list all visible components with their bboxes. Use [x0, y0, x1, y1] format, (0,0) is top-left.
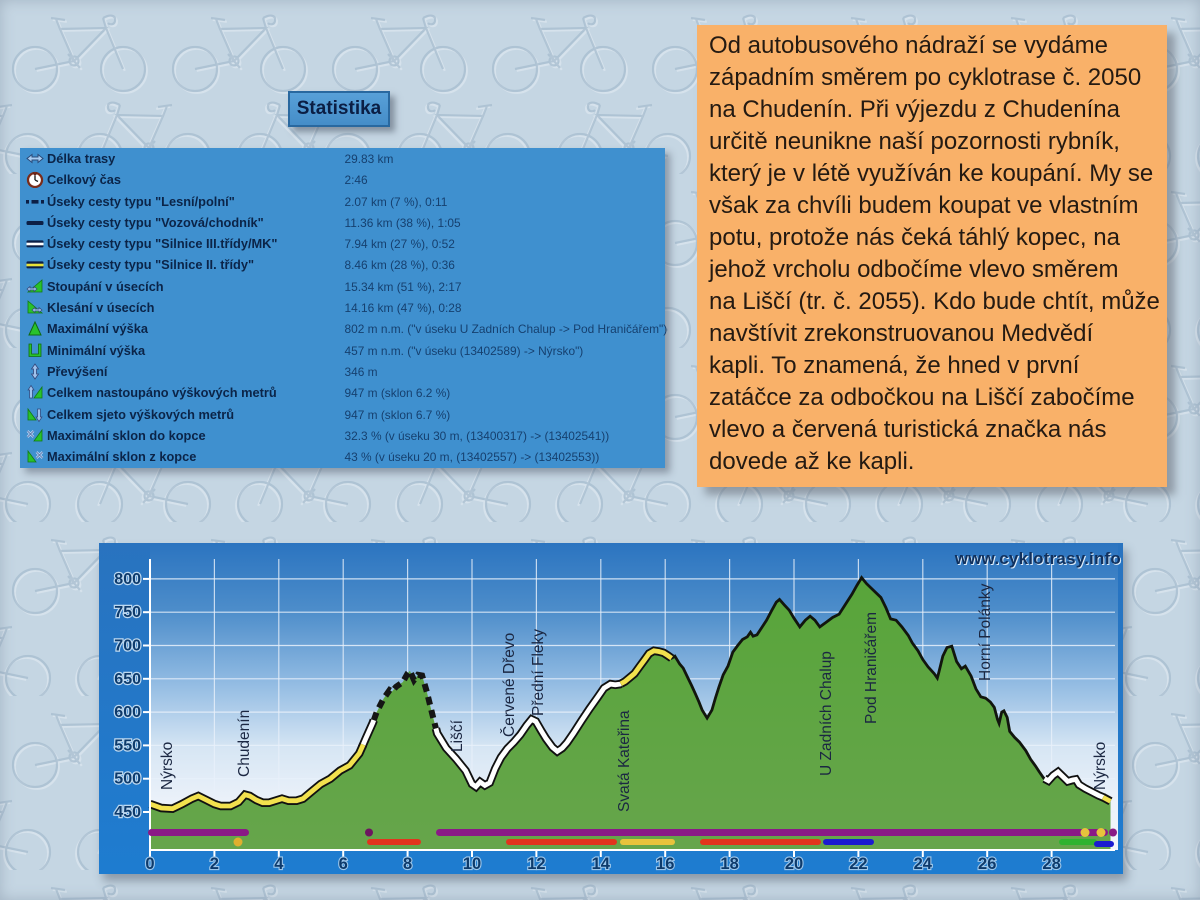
svg-text:24: 24 [914, 855, 933, 873]
svg-text:4: 4 [274, 855, 284, 873]
svg-text:2: 2 [210, 855, 219, 873]
svg-text:500: 500 [114, 771, 141, 788]
svg-text:18: 18 [720, 855, 738, 873]
svg-text:U Zadních Chalup: U Zadních Chalup [818, 651, 835, 776]
svg-text:www.cyklotrasy.info: www.cyklotrasy.info [954, 549, 1121, 568]
svg-text:Přední Fleky: Přední Fleky [530, 629, 547, 716]
svg-text:800: 800 [114, 571, 141, 588]
svg-text:12: 12 [527, 855, 545, 873]
svg-text:Nýrsko: Nýrsko [1092, 742, 1109, 790]
svg-text:Červené Dřevo: Červené Dřevo [501, 633, 518, 737]
svg-text:650: 650 [114, 671, 141, 688]
svg-text:700: 700 [114, 638, 141, 655]
svg-text:www.cyklotrasy.info: www.cyklotrasy.info [955, 550, 1122, 569]
svg-text:6: 6 [339, 855, 348, 873]
svg-text:Chudenín: Chudenín [236, 710, 253, 777]
svg-text:Nýrsko: Nýrsko [159, 742, 176, 790]
svg-text:0: 0 [145, 855, 154, 873]
svg-text:Liščí: Liščí [449, 719, 466, 752]
svg-text:750: 750 [114, 604, 141, 621]
svg-text:550: 550 [114, 737, 141, 754]
svg-text:8: 8 [403, 855, 412, 873]
svg-text:14: 14 [592, 855, 611, 873]
svg-text:450: 450 [114, 804, 141, 821]
svg-text:Horní Polánky: Horní Polánky [977, 583, 994, 681]
svg-text:16: 16 [656, 855, 674, 873]
svg-text:26: 26 [978, 855, 996, 873]
svg-text:Svatá Kateřina: Svatá Kateřina [616, 710, 633, 812]
svg-text:22: 22 [849, 855, 867, 873]
svg-text:28: 28 [1042, 855, 1060, 873]
svg-text:Pod Hraničářem: Pod Hraničářem [863, 612, 880, 724]
svg-text:600: 600 [114, 704, 141, 721]
svg-text:20: 20 [785, 855, 803, 873]
svg-text:10: 10 [463, 855, 481, 873]
